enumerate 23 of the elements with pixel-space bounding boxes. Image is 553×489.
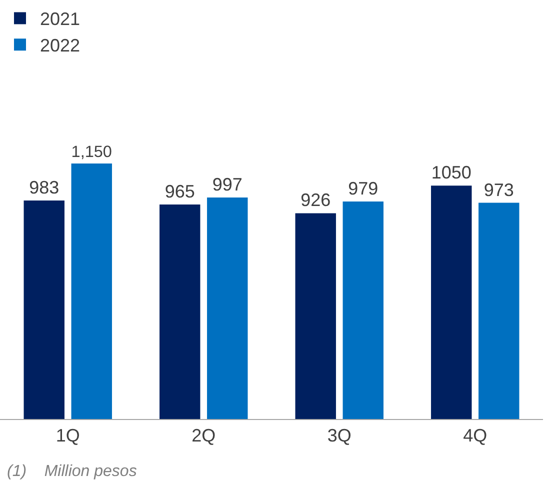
data-label: 973: [484, 180, 514, 200]
text: (1) Million pesos: [7, 463, 137, 480]
legend-label: 2021: [40, 9, 80, 30]
bar: [24, 200, 64, 419]
data-label: 983: [29, 178, 60, 198]
data-label: 965: [164, 182, 195, 202]
bar: [478, 202, 520, 419]
x-tick-label: 3Q: [327, 426, 352, 446]
data-label: 997: [212, 174, 242, 194]
bar: [342, 201, 384, 419]
data-label: 1050: [431, 162, 472, 183]
bar: [207, 197, 248, 419]
x-tick-label: 4Q: [463, 426, 488, 446]
data-label: 979: [348, 178, 378, 198]
data-label: 1,150: [71, 142, 112, 161]
x-tick-label: 2Q: [192, 426, 216, 446]
bar: [295, 213, 336, 419]
data-label: 926: [300, 190, 331, 210]
legend-label: 2022: [40, 36, 80, 56]
bar: [431, 186, 472, 419]
x-tick-label: 1Q: [56, 426, 80, 446]
bar: [71, 163, 112, 419]
bar: [160, 204, 200, 419]
